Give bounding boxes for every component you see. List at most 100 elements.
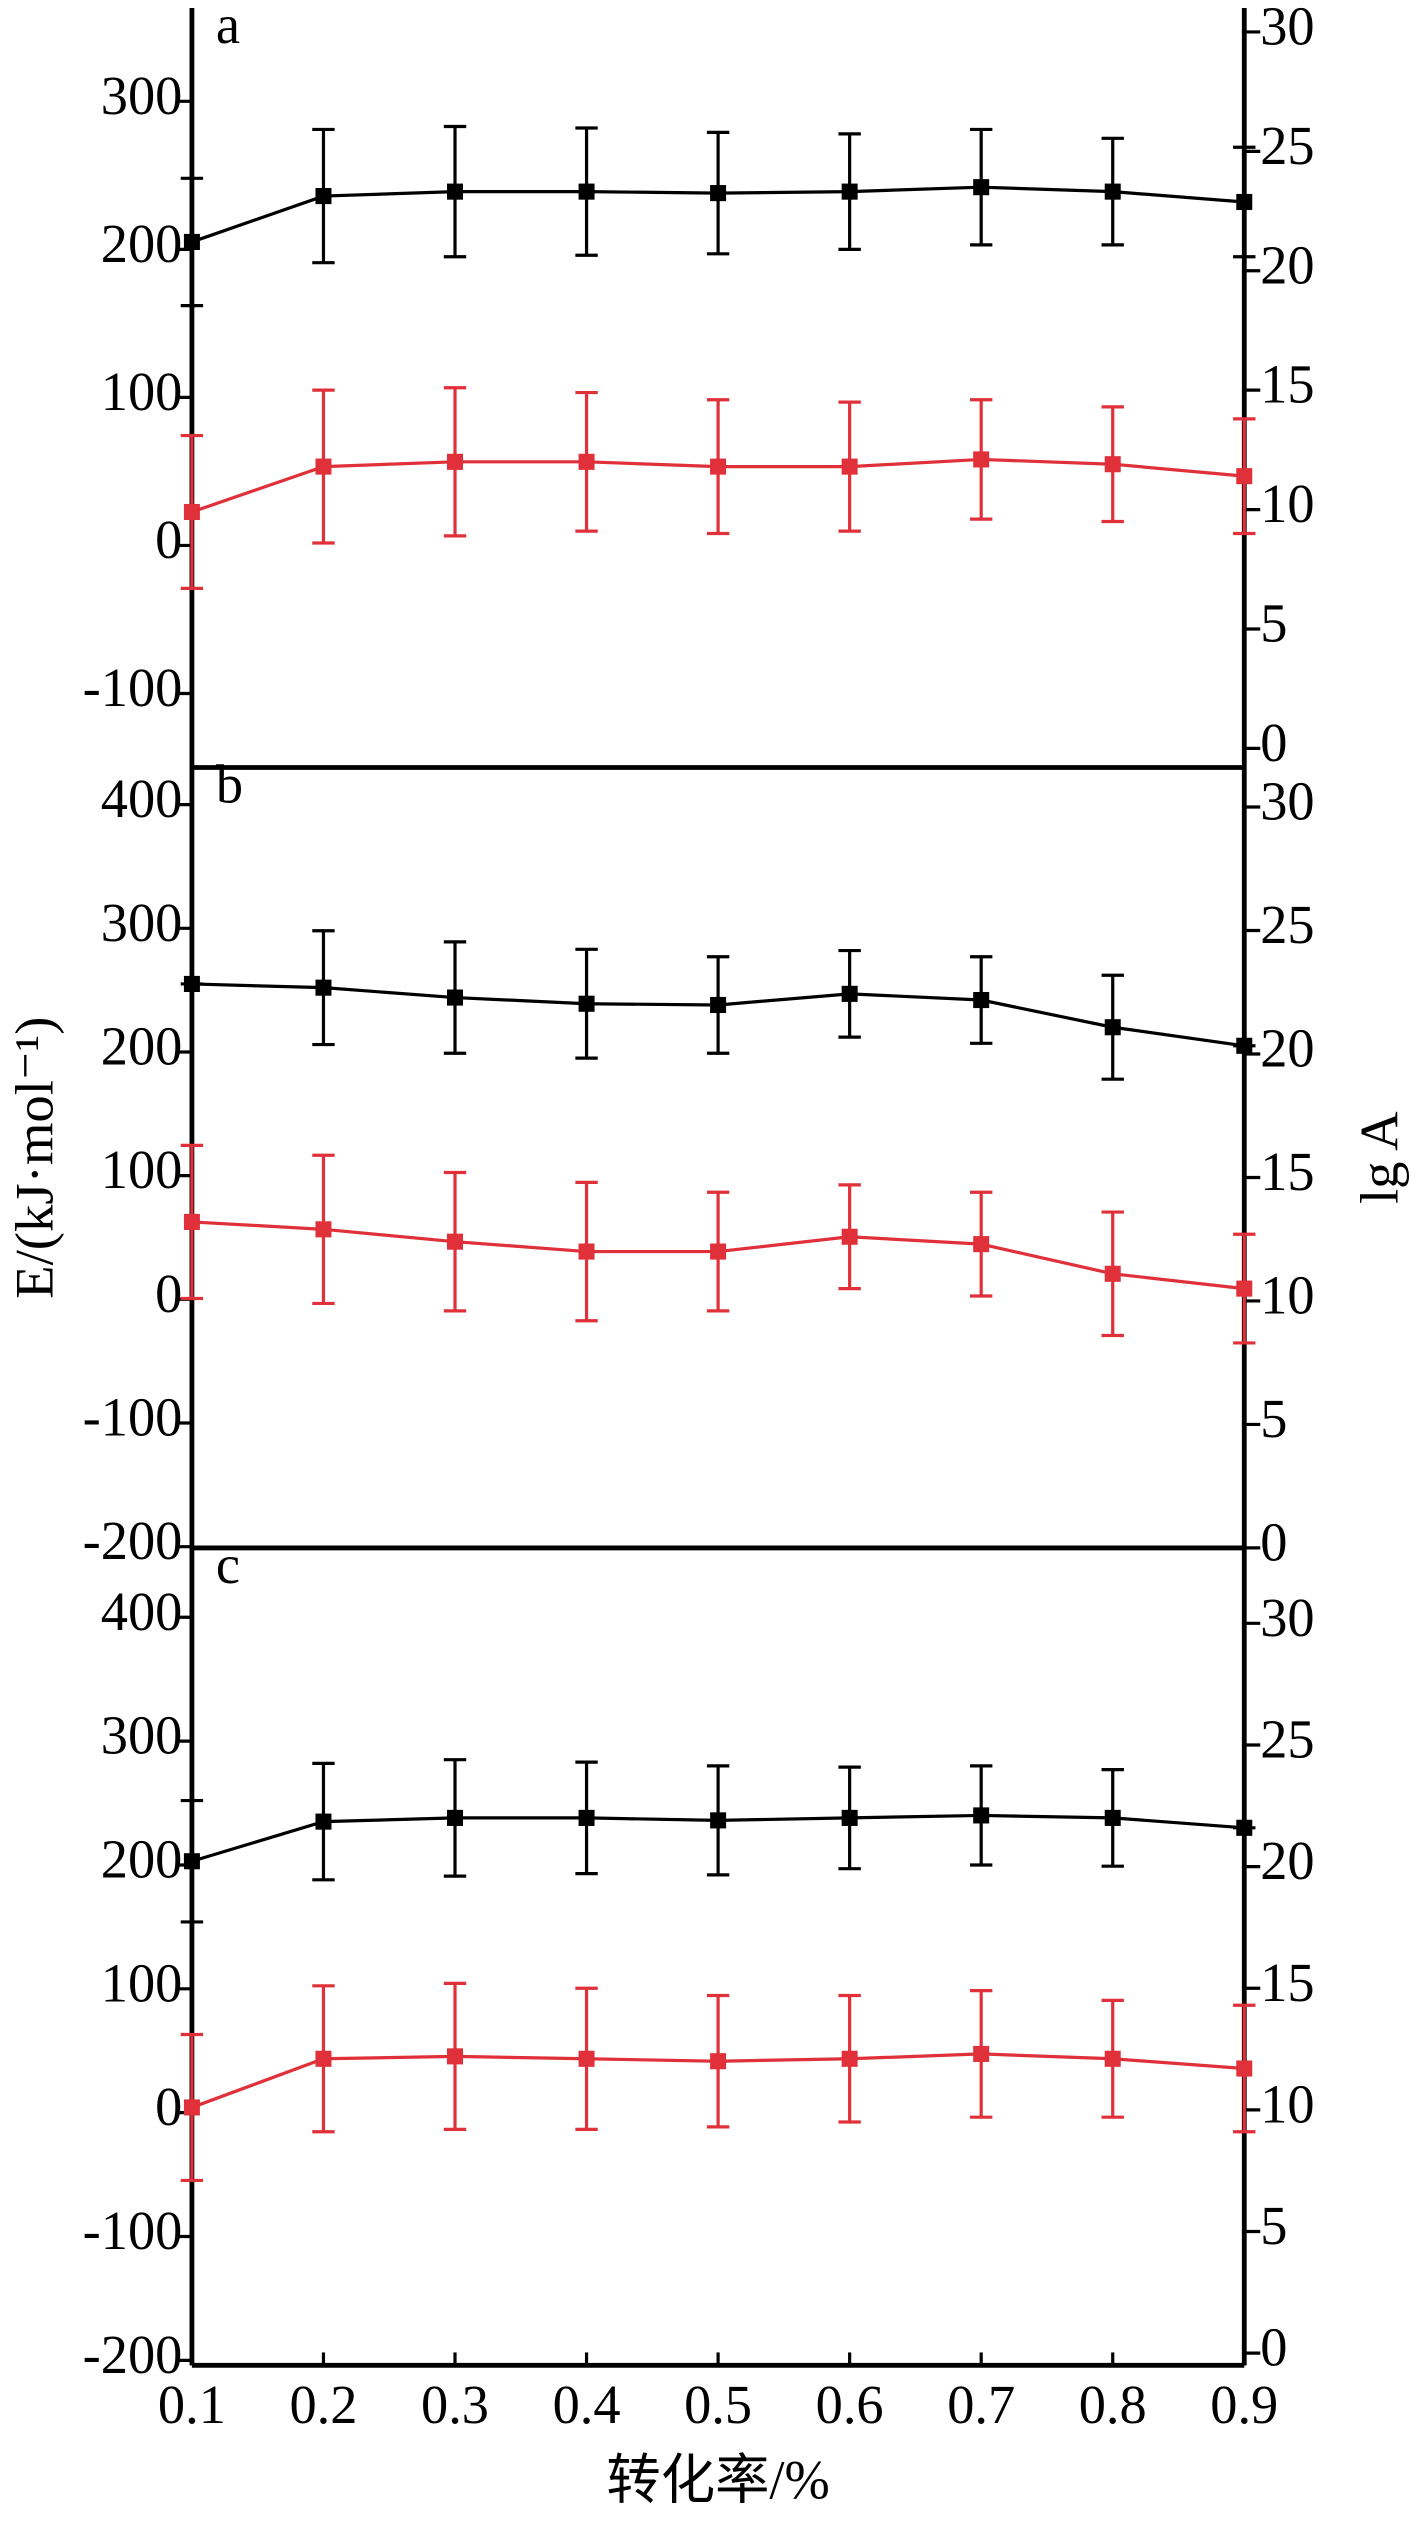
y2-tick-label: 30 [1260,1587,1314,1648]
marker [841,1809,858,1826]
marker [447,1809,464,1826]
panel-label: a [216,0,240,55]
y2-tick-label: 30 [1260,770,1314,831]
y2-tick-label: 10 [1260,1264,1314,1325]
marker [315,2050,332,2067]
marker [973,179,990,196]
marker [183,1213,200,1230]
marker [183,1853,200,1870]
marker [578,1243,595,1260]
y-tick-label: 0 [155,2076,182,2137]
marker [1104,1265,1121,1282]
marker [578,2050,595,2067]
y2-tick-label: 15 [1260,1141,1314,1202]
marker [710,185,727,202]
marker [578,1809,595,1826]
marker [315,1221,332,1238]
marker [183,2099,200,2116]
y-tick-label: 400 [101,1581,183,1642]
marker [183,233,200,251]
marker [1104,1809,1121,1826]
marker [1236,1037,1253,1054]
marker [578,183,595,200]
marker [578,995,595,1012]
y2-tick-label: 20 [1260,1830,1314,1891]
y-tick-label: -100 [83,657,183,718]
marker [1236,193,1253,211]
y-tick-label: 200 [101,1015,183,1076]
marker [973,991,990,1009]
y2-tick-label: 5 [1260,592,1287,653]
y-axis-label: E/(kJ·mol⁻¹) [4,1017,65,1299]
panel-label: b [216,753,243,814]
marker [973,1807,990,1824]
x-tick-label: 0.3 [421,2374,489,2435]
y2-tick-label: 25 [1260,894,1314,955]
y2-tick-label: 0 [1260,712,1287,773]
y-tick-label: 100 [101,361,183,422]
y-tick-label: 300 [101,1705,183,1766]
marker [841,2050,858,2067]
y2-tick-label: 10 [1260,2073,1314,2134]
x-axis-label: 转化率/% [606,2449,829,2510]
y2-tick-label: 10 [1260,473,1314,534]
marker [841,985,858,1002]
y2-axis-label: lg A [1349,1111,1410,1204]
y-tick-label: 0 [155,1263,182,1324]
panel-label: c [216,1534,240,1595]
x-tick-label: 0.4 [553,2374,621,2435]
y2-tick-label: 15 [1260,1952,1314,2013]
marker [1104,456,1121,473]
marker [1236,1819,1253,1836]
y-tick-label: 300 [101,892,183,953]
marker [841,1228,858,1245]
marker [447,2048,464,2065]
y-tick-label: 200 [101,1828,183,1889]
y-tick-label: 100 [101,1139,183,1200]
y2-tick-label: 25 [1260,1708,1314,1769]
y2-tick-label: 0 [1260,1511,1287,1572]
y2-tick-label: 20 [1260,1017,1314,1078]
marker [1104,2050,1121,2067]
marker [315,979,332,996]
x-tick-label: 0.1 [158,2374,226,2435]
marker [1236,2060,1253,2077]
y2-tick-label: 5 [1260,1388,1287,1449]
marker [1236,468,1253,485]
marker [973,1236,990,1253]
y-tick-label: -200 [83,2324,183,2385]
marker [1104,183,1121,200]
marker [183,975,200,992]
marker [447,989,464,1006]
marker [578,453,595,470]
marker [315,188,332,205]
marker [447,1233,464,1250]
y-tick-label: 200 [101,213,183,274]
marker [710,1243,727,1260]
y2-tick-label: 30 [1260,0,1314,57]
marker [973,451,990,468]
marker [710,996,727,1014]
marker [841,183,858,200]
y-tick-label: 0 [155,509,182,570]
x-tick-label: 0.5 [684,2374,752,2435]
marker [841,458,858,475]
marker [1104,1019,1121,1036]
marker [1236,1280,1253,1297]
y-tick-label: 300 [101,65,183,126]
marker [315,1813,332,1830]
y2-tick-label: 25 [1260,115,1314,176]
y-tick-label: 100 [101,1952,183,2013]
marker [447,453,464,470]
y2-tick-label: 5 [1260,2195,1287,2256]
y-tick-label: 400 [101,768,183,829]
x-tick-label: 0.6 [816,2374,884,2435]
y2-tick-label: 0 [1260,2317,1287,2378]
marker [973,2045,990,2062]
marker [315,458,332,475]
marker [710,1812,727,1829]
marker [710,2053,727,2070]
y-tick-label: -100 [83,2200,183,2261]
marker [447,183,464,200]
